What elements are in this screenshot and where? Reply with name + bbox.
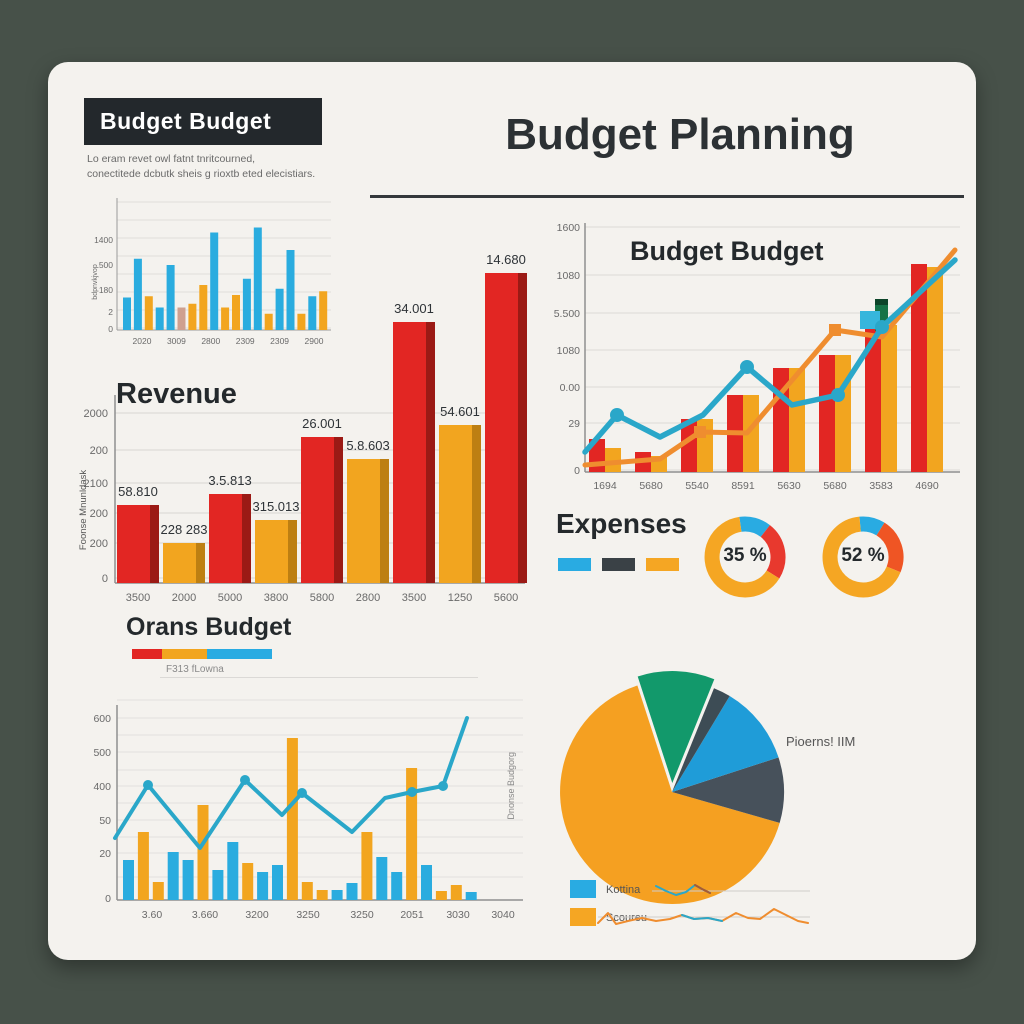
svg-text:5000: 5000 [218,592,242,604]
sparkline-scoureu [597,908,810,925]
svg-text:2309: 2309 [236,336,255,346]
banner-title: Budget Budget [84,98,322,145]
intro-line-1: Lo eram revet owl fatnt tnritcourned, [87,153,256,165]
svg-text:29: 29 [568,418,580,430]
svg-text:5.500: 5.500 [554,308,580,320]
svg-text:3800: 3800 [264,592,288,604]
pie-slice-label: Pioerns! IIM [786,734,856,749]
svg-text:3030: 3030 [446,909,470,921]
svg-text:2100: 2100 [84,478,108,490]
svg-text:400: 400 [93,781,111,793]
svg-text:200: 200 [90,445,108,457]
donut-52-value: 52 % [841,545,885,566]
donut-chart-35 [704,516,786,598]
svg-text:3.60: 3.60 [142,909,163,921]
svg-text:54.601: 54.601 [440,404,480,419]
svg-text:0.00: 0.00 [560,382,581,394]
svg-text:1080: 1080 [557,270,581,282]
svg-text:5800: 5800 [310,592,334,604]
svg-text:3250: 3250 [296,909,320,921]
svg-text:50: 50 [99,815,111,827]
revenue-chart-title: Revenue [116,378,237,410]
svg-text:500: 500 [99,260,113,270]
combo-chart-title: Budget Budget [630,236,824,266]
svg-text:2800: 2800 [201,336,220,346]
svg-text:5600: 5600 [494,592,518,604]
svg-text:2800: 2800 [356,592,380,604]
svg-text:34.001: 34.001 [394,301,434,316]
budget-pie-chart [560,671,785,905]
expenses-title: Expenses [556,508,687,539]
svg-text:180: 180 [99,285,113,295]
svg-text:3500: 3500 [402,592,426,604]
orans-bar-line-chart: 600 500 400 50 20 0 3.60 3.660 3200 3250 3250 2051 3… [93,699,523,921]
svg-text:0: 0 [105,893,111,905]
svg-text:2000: 2000 [172,592,196,604]
title-divider [370,195,964,198]
intro-line-2: conectitede dcbutk sheis g rioxtb eted e… [87,168,316,180]
legend-swatch-kottina [570,880,596,898]
svg-text:1694: 1694 [593,480,617,492]
legend-swatch-scoureu [570,908,596,926]
donut-35-value: 35 % [723,545,767,566]
svg-text:200: 200 [90,538,108,550]
svg-text:26.001: 26.001 [302,416,342,431]
donut-chart-52 [822,516,904,598]
svg-text:3583: 3583 [869,480,893,492]
svg-text:2051: 2051 [400,909,424,921]
sparkline-kottina [652,884,810,896]
svg-text:1250: 1250 [448,592,472,604]
svg-text:315.013: 315.013 [253,499,300,514]
svg-text:2900: 2900 [305,336,324,346]
svg-text:228 283: 228 283 [161,522,208,537]
intro-text: Lo eram revet owl fatnt tnritcourned, co… [87,152,315,182]
legend-label-kottina: Kottina [606,884,641,896]
svg-text:3.660: 3.660 [192,909,218,921]
svg-text:2309: 2309 [270,336,289,346]
svg-text:2000: 2000 [84,408,108,420]
svg-text:3200: 3200 [245,909,269,921]
svg-text:0: 0 [108,324,113,334]
svg-text:3040: 3040 [491,909,515,921]
svg-text:1600: 1600 [557,222,581,234]
svg-text:3.5.813: 3.5.813 [208,473,251,488]
svg-text:2: 2 [108,307,113,317]
svg-text:5.8.603: 5.8.603 [346,438,389,453]
svg-text:58.810: 58.810 [118,484,158,499]
svg-text:8591: 8591 [731,480,755,492]
side-axis-label: Dnonse Budgorg [506,752,516,820]
svg-text:3500: 3500 [126,592,150,604]
svg-text:0: 0 [574,465,580,477]
svg-text:5540: 5540 [685,480,709,492]
svg-text:3250: 3250 [350,909,374,921]
svg-text:Foonse Mnunldask: Foonse Mnunldask [78,470,89,551]
page-title: Budget Planning [505,110,855,159]
svg-text:4690: 4690 [915,480,939,492]
legend-label-scoureu: Scoureu [606,912,647,924]
svg-text:0: 0 [102,573,108,585]
orans-budget-title: Orans Budget [126,613,292,641]
orans-legend-rule [160,677,478,678]
svg-text:1400: 1400 [94,235,113,245]
orans-legend-bar [132,649,272,659]
svg-text:14.680: 14.680 [486,252,526,267]
svg-text:3009: 3009 [167,336,186,346]
svg-text:5680: 5680 [823,480,847,492]
svg-text:2020: 2020 [133,336,152,346]
budget-combo-chart: 1600 1080 5.500 1080 0.00 29 0 1694 5680 5540 8591… [554,222,960,492]
svg-text:20: 20 [99,848,111,860]
svg-text:5680: 5680 [639,480,663,492]
svg-text:600: 600 [93,713,111,725]
svg-text:1080: 1080 [557,345,581,357]
svg-text:200: 200 [90,508,108,520]
svg-text:500: 500 [93,747,111,759]
svg-text:bdpnvkjvop: bdpnvkjvop [92,264,99,300]
orans-legend-text: F313 fLowna [166,664,224,675]
expenses-legend-swatches [558,558,679,571]
svg-text:5630: 5630 [777,480,801,492]
